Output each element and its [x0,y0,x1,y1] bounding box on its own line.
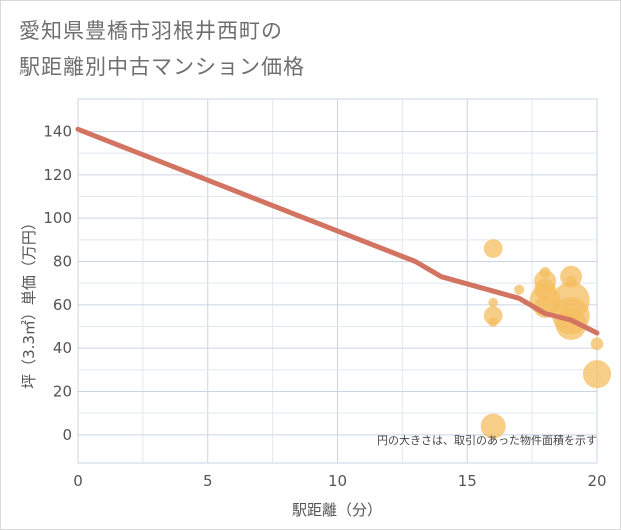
y-tick-label: 40 [53,339,72,357]
x-axis-label: 駅距離（分） [292,501,382,519]
chart-title-line1: 愛知県豊橋市羽根井西町の [19,19,283,43]
y-tick-label: 120 [43,166,72,184]
bubble-point [483,306,503,326]
bubble-point [483,239,503,258]
y-axis-ticks: 0 20 40 60 80 100 120 140 [43,123,72,444]
y-tick-label: 20 [53,383,72,401]
trend-line-series [75,126,600,336]
y-tick-label: 80 [53,253,72,271]
bubble-size-note: 円の大きさは、取引のあった物件面積を示す [377,433,597,447]
x-tick-label: 15 [458,472,477,490]
bubble-point [488,297,498,308]
x-axis-ticks: 0 5 10 15 20 [73,472,606,490]
y-axis-label: 坪（3.3㎡）単価（万円） [20,215,38,389]
x-tick-label: 10 [328,472,347,490]
bubble-point [582,360,612,389]
trend-line [75,126,600,336]
y-tick-label: 100 [43,209,72,227]
bubble-point [514,284,525,295]
bubble-point [480,413,506,439]
bubble-point [488,317,498,327]
y-tick-label: 0 [62,426,72,444]
chart-title-line2: 駅距離別中古マンション価格 [19,55,305,79]
y-tick-label: 140 [43,123,72,141]
x-tick-label: 5 [203,472,213,490]
bubble-point [590,337,604,351]
x-tick-label: 0 [73,472,83,490]
y-tick-label: 60 [53,296,72,314]
x-tick-label: 20 [587,472,606,490]
grid [77,98,598,464]
